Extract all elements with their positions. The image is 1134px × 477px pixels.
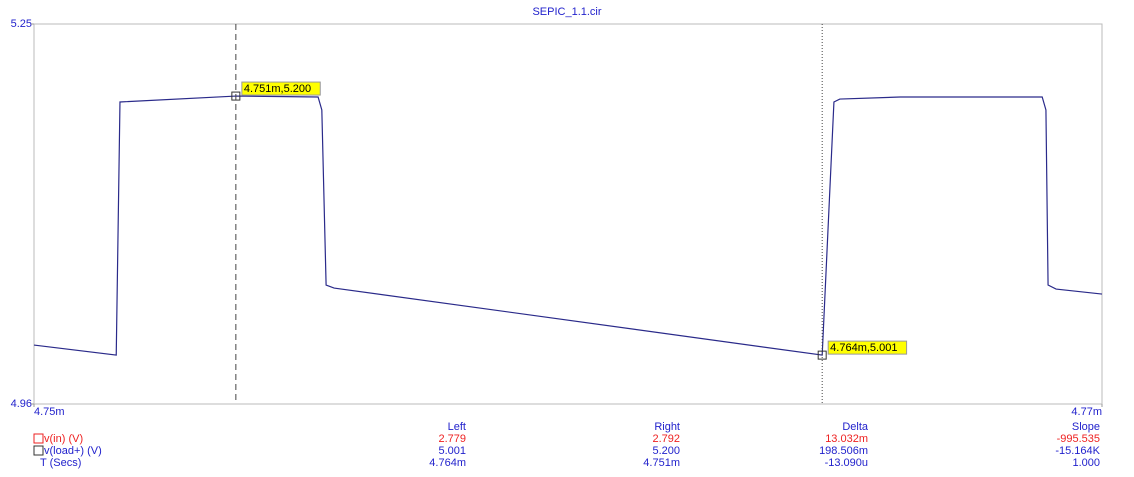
cursor-marker bbox=[817, 350, 827, 360]
cell: 5.200 bbox=[652, 445, 680, 457]
series-line bbox=[33, 95, 1103, 356]
cell: 5.001 bbox=[438, 445, 466, 457]
table-header: Slope bbox=[1072, 421, 1100, 433]
cell: 13.032m bbox=[825, 433, 868, 445]
cell: 2.779 bbox=[438, 433, 466, 445]
cell: 1.000 bbox=[1072, 457, 1100, 469]
cell: -15.164K bbox=[1055, 445, 1100, 457]
cell: -995.535 bbox=[1057, 433, 1100, 445]
x-tick-label: 4.77m bbox=[1071, 406, 1102, 418]
cell: 4.764m bbox=[429, 457, 466, 469]
table-header: Delta bbox=[842, 421, 869, 433]
row-name: v(load+) (V) bbox=[44, 445, 102, 457]
cell: -13.090u bbox=[825, 457, 868, 469]
row-name: T (Secs) bbox=[40, 457, 81, 469]
cursor-marker bbox=[231, 91, 241, 101]
chart-title: SEPIC_1.1.cir bbox=[532, 6, 601, 18]
row-name: v(in) (V) bbox=[44, 433, 83, 445]
cursor-label-bg bbox=[827, 340, 908, 355]
x-tick-label: 4.75m bbox=[34, 406, 65, 418]
cursor-label: 4.764m,5.001 bbox=[830, 342, 897, 354]
cursor-label-bg bbox=[241, 81, 321, 96]
cursor-label: 4.751m,5.200 bbox=[244, 83, 311, 95]
cell: 198.506m bbox=[819, 445, 868, 457]
y-tick-label: 4.96 bbox=[11, 398, 32, 410]
table-header: Left bbox=[448, 421, 466, 433]
series-icon bbox=[33, 445, 44, 456]
series-icon bbox=[33, 433, 44, 444]
table-header: Right bbox=[654, 421, 680, 433]
cell: 4.751m bbox=[643, 457, 680, 469]
y-tick-label: 5.25 bbox=[11, 18, 32, 30]
cell: 2.792 bbox=[652, 433, 680, 445]
plot-frame bbox=[33, 23, 1103, 405]
